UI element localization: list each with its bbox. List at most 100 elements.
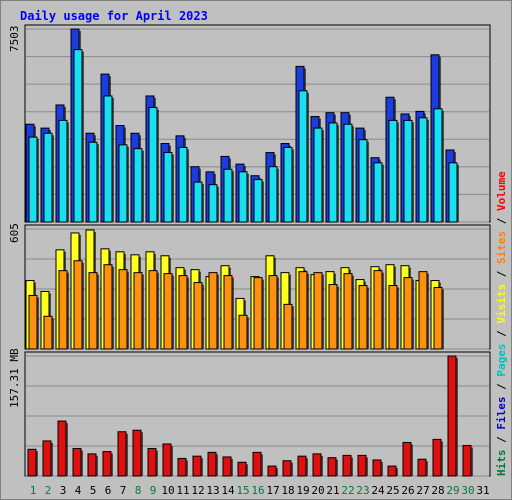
x-tick-label: 5 <box>90 484 97 497</box>
sites-bar <box>193 282 203 350</box>
volume-bar <box>207 451 217 477</box>
volume-bar <box>192 455 202 477</box>
volume-bar <box>237 461 247 477</box>
x-tick-label: 27 <box>416 484 429 497</box>
volume-bar <box>342 454 352 477</box>
x-tick-label: 2 <box>45 484 52 497</box>
x-tick-label: 24 <box>371 484 385 497</box>
volume-bar <box>162 443 172 477</box>
legend-entry: Visits <box>495 284 508 324</box>
legend-entry: Sites <box>495 231 508 264</box>
files-bar <box>178 146 188 223</box>
files-bar <box>298 90 308 223</box>
files-bar <box>88 141 98 223</box>
volume-bar <box>222 456 232 477</box>
x-tick-label: 23 <box>356 484 369 497</box>
x-tick-label: 29 <box>446 484 459 497</box>
files-bar <box>388 119 398 223</box>
sites-bar <box>253 277 263 350</box>
files-bar <box>283 146 293 223</box>
sites-bar <box>298 271 308 350</box>
legend-entry: / <box>495 264 508 284</box>
sites-bar <box>133 272 143 350</box>
sites-bar <box>103 264 113 350</box>
volume-bar <box>372 459 382 477</box>
files-bar <box>253 179 263 223</box>
sites-bar <box>28 294 38 350</box>
x-tick-label: 10 <box>161 484 174 497</box>
volume-bar <box>132 429 142 477</box>
sites-bar <box>373 270 383 350</box>
files-bar <box>148 107 158 223</box>
files-bar <box>313 127 323 223</box>
volume-bar <box>117 431 127 477</box>
ymax-label-volume: 157.31 MB <box>8 348 21 408</box>
sites-bar <box>118 269 128 350</box>
files-bar <box>433 108 443 223</box>
x-tick-label: 6 <box>105 484 112 497</box>
x-tick-label: 28 <box>431 484 444 497</box>
x-tick-label: 19 <box>296 484 309 497</box>
legend-entry: / <box>495 211 508 231</box>
volume-bar <box>27 448 37 477</box>
sites-bar <box>283 303 293 350</box>
files-bar <box>448 162 458 223</box>
x-tick-label: 12 <box>191 484 204 497</box>
ymax-label-visits: 605 <box>8 223 21 243</box>
volume-bar <box>357 454 367 477</box>
volume-bar <box>267 465 277 477</box>
files-bar <box>208 184 218 223</box>
files-bar <box>373 162 383 223</box>
bars-layer <box>25 28 473 477</box>
files-bar <box>133 148 143 223</box>
legend-entry: / <box>495 430 508 450</box>
volume-bar <box>147 448 157 477</box>
files-bar <box>343 123 353 223</box>
sites-bar <box>88 272 98 350</box>
x-tick-label: 22 <box>341 484 354 497</box>
volume-bar <box>417 458 427 477</box>
sites-bar <box>343 273 353 350</box>
x-tick-label: 30 <box>461 484 474 497</box>
labels-layer: 1 2 3 4 5 6 7 8 9 10 11 12 13 14 15 16 17 18 19 20 21 22 23 24 2… <box>30 484 490 497</box>
legend-entry: Hits <box>495 450 508 477</box>
sites-bar <box>73 260 83 350</box>
x-tick-label: 16 <box>251 484 264 497</box>
volume-bar <box>87 453 97 477</box>
sites-bar <box>418 271 428 350</box>
volume-bar <box>42 440 52 477</box>
files-bar <box>28 136 38 223</box>
files-bar <box>193 181 203 223</box>
sites-bar <box>163 273 173 350</box>
legend-entry: Pages <box>495 344 508 377</box>
sites-bar <box>403 277 413 350</box>
sites-bar <box>433 287 443 350</box>
sites-bar <box>178 275 188 350</box>
sites-bar <box>148 270 158 350</box>
files-bar <box>103 95 113 223</box>
volume-bar <box>57 420 67 477</box>
x-tick-label: 9 <box>150 484 157 497</box>
files-bar <box>43 132 53 223</box>
legend: Hits / Files / Pages / Visits / Sites / … <box>495 171 508 476</box>
files-bar <box>358 139 368 223</box>
x-tick-label: 15 <box>236 484 249 497</box>
sites-bar <box>223 275 233 350</box>
sites-bar <box>388 285 398 350</box>
sites-bar <box>358 285 368 350</box>
x-tick-label: 4 <box>75 484 82 497</box>
sites-bar <box>58 270 68 350</box>
legend-entry: / <box>495 324 508 344</box>
x-tick-label: 25 <box>386 484 399 497</box>
x-tick-label: 11 <box>176 484 189 497</box>
volume-bar <box>312 453 322 477</box>
x-tick-label: 8 <box>135 484 142 497</box>
volume-bar <box>297 455 307 477</box>
legend-entry: Files <box>495 397 508 430</box>
x-tick-label: 26 <box>401 484 414 497</box>
files-bar <box>328 122 338 223</box>
sites-bar <box>43 315 53 350</box>
files-bar <box>58 119 68 223</box>
files-bar <box>403 119 413 223</box>
